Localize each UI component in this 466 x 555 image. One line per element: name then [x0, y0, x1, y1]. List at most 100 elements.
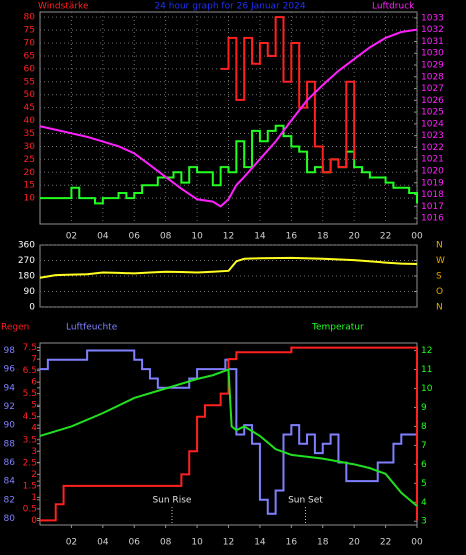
- y2-tick-label: N: [436, 303, 443, 313]
- x-tick-label: 04: [97, 232, 109, 242]
- y-label: Luftfeuchte: [66, 323, 118, 333]
- x-tick-label: 08: [160, 232, 172, 242]
- y2-tick-label: O: [436, 287, 443, 297]
- series-line: [39, 28, 418, 208]
- y3-tick-label: 6.5: [23, 366, 37, 376]
- x-tick-label: 12: [223, 538, 234, 548]
- y3-tick-label: 3.5: [23, 435, 37, 445]
- x-tick-label: 12: [223, 232, 234, 242]
- series-line: [39, 256, 418, 279]
- y-tick-label: 65: [24, 51, 35, 61]
- y3-tick-label: 1: [31, 493, 37, 503]
- x-tick-label: 20: [348, 538, 360, 548]
- y2-tick-label: 3: [421, 517, 427, 527]
- y-tick-label: 88: [4, 439, 16, 449]
- x-tick-label: 04: [97, 538, 109, 548]
- y3-tick-label: 7: [31, 355, 37, 365]
- y2-tick-label: 1027: [421, 84, 444, 94]
- y-tick-label: 86: [4, 458, 16, 468]
- y-tick-label: 40: [24, 116, 36, 126]
- x-tick-label: 06: [129, 538, 141, 548]
- y3-tick-label: 0.5: [23, 504, 37, 514]
- y2-tick-label: 1033: [421, 13, 444, 23]
- y-tick-label: 10: [24, 194, 36, 204]
- y3-label: Regen: [1, 323, 29, 333]
- y2-label: Luftdruck: [372, 2, 415, 12]
- annotation: Sun Set: [288, 496, 323, 506]
- x-tick-label: 16: [286, 232, 298, 242]
- series-line: [40, 346, 418, 522]
- y3-tick-label: 2: [31, 470, 37, 480]
- series-line: [39, 368, 418, 507]
- y3-tick-label: 4: [31, 424, 37, 434]
- y2-tick-label: N: [436, 241, 443, 251]
- y-tick-label: 15: [24, 181, 35, 191]
- y3-tick-label: 2.5: [23, 458, 37, 468]
- x-tick-label: 14: [254, 232, 266, 242]
- y-tick-label: 30: [24, 142, 36, 152]
- y-tick-label: 25: [24, 155, 35, 165]
- x-tick-label: 18: [317, 232, 329, 242]
- y-tick-label: 80: [4, 514, 16, 524]
- y2-tick-label: 1020: [421, 167, 444, 177]
- y2-tick-label: 1026: [421, 96, 444, 106]
- x-tick-label: 10: [191, 232, 203, 242]
- x-tick-label: 02: [66, 232, 77, 242]
- y2-tick-label: 1021: [421, 155, 444, 165]
- x-tick-label: 14: [254, 538, 266, 548]
- y-tick-label: 55: [24, 77, 35, 87]
- x-tick-label: 22: [380, 538, 391, 548]
- x-tick-label: 10: [191, 538, 203, 548]
- y2-label: Temperatur: [311, 323, 364, 333]
- x-tick-label: 18: [317, 538, 329, 548]
- y3-tick-label: 1.5: [23, 481, 37, 491]
- x-tick-label: 22: [380, 232, 391, 242]
- y-tick-label: 94: [4, 383, 16, 393]
- y2-tick-label: 10: [421, 384, 433, 394]
- y2-tick-label: 1029: [421, 61, 444, 71]
- y2-tick-label: 12: [421, 346, 432, 356]
- y3-tick-label: 5: [31, 401, 37, 411]
- y2-tick-label: 1030: [421, 49, 444, 59]
- y2-tick-label: 9: [421, 403, 427, 413]
- y-tick-label: 35: [24, 129, 35, 139]
- x-tick-label: 08: [160, 538, 172, 548]
- y2-tick-label: W: [436, 256, 445, 266]
- series-line: [40, 124, 418, 205]
- y-tick-label: 92: [4, 402, 15, 412]
- y-tick-label: 80: [24, 13, 36, 23]
- annotation: Sun Rise: [152, 496, 191, 506]
- y-tick-label: 70: [24, 39, 36, 49]
- x-tick-label: 02: [66, 538, 77, 548]
- y2-tick-label: 1022: [421, 143, 444, 153]
- title: 24 hour graph for 26 Januar 2024: [154, 2, 305, 12]
- y2-tick-label: 1024: [421, 119, 444, 129]
- x-tick-label: 06: [129, 232, 141, 242]
- y-tick-label: 0: [29, 303, 35, 313]
- y3-tick-label: 0: [31, 516, 37, 526]
- y3-tick-label: 5.5: [23, 389, 37, 399]
- y-tick-label: 75: [24, 26, 35, 36]
- y-tick-label: 84: [4, 477, 16, 487]
- y2-tick-label: 1019: [421, 178, 444, 188]
- y2-tick-label: 11: [421, 365, 432, 375]
- y-tick-label: 60: [24, 64, 36, 74]
- x-tick-label: 00: [411, 538, 423, 548]
- series-line: [220, 16, 356, 174]
- y-tick-label: 96: [4, 365, 16, 375]
- y2-tick-label: 1023: [421, 131, 444, 141]
- y-tick-label: 98: [4, 346, 16, 356]
- y2-tick-label: 5: [421, 479, 427, 489]
- y-tick-label: 82: [4, 495, 15, 505]
- y2-tick-label: 1017: [421, 202, 444, 212]
- y2-tick-label: 6: [421, 460, 427, 470]
- x-tick-label: 00: [411, 232, 423, 242]
- y2-tick-label: S: [436, 272, 442, 282]
- y-tick-label: 20: [24, 168, 36, 178]
- y2-tick-label: 1031: [421, 37, 444, 47]
- y-tick-label: 50: [24, 90, 36, 100]
- y-tick-label: 90: [24, 287, 36, 297]
- y2-tick-label: 8: [421, 422, 427, 432]
